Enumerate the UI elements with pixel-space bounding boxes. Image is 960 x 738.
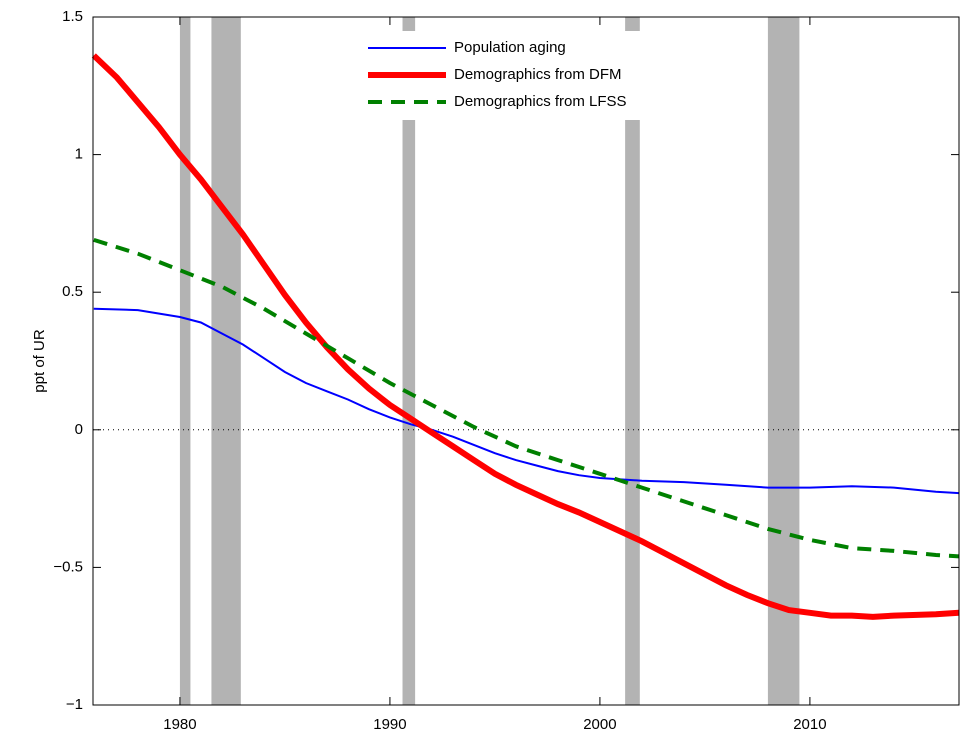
legend-label: Demographics from DFM (454, 66, 622, 83)
legend-label: Population aging (454, 39, 566, 56)
y-tick-label: −0.5 (53, 558, 83, 575)
series-line (93, 237, 960, 559)
recession-band (402, 17, 416, 705)
x-tick-label: 1980 (163, 716, 196, 733)
x-tick-label: 1990 (373, 716, 406, 733)
x-tick-label: 2000 (583, 716, 616, 733)
legend-label: Demographics from LFSS (454, 93, 627, 110)
y-axis-label: ppt of UR (31, 329, 48, 393)
series-line (91, 53, 960, 620)
y-tick-label: 1.5 (62, 8, 83, 25)
plot-frame (92, 16, 960, 706)
recession-band (179, 17, 191, 705)
y-tick-label: −1 (66, 696, 83, 713)
x-tick-label: 2010 (793, 716, 826, 733)
recession-band (767, 17, 800, 705)
recession-band (625, 17, 640, 705)
recession-band (211, 17, 241, 705)
series-line (93, 307, 960, 495)
y-tick-label: 1 (75, 146, 83, 163)
y-tick-label: 0 (75, 421, 83, 438)
legend: Population aging Demographics from DFM Dem… (358, 31, 714, 120)
y-tick-label: 0.5 (62, 283, 83, 300)
